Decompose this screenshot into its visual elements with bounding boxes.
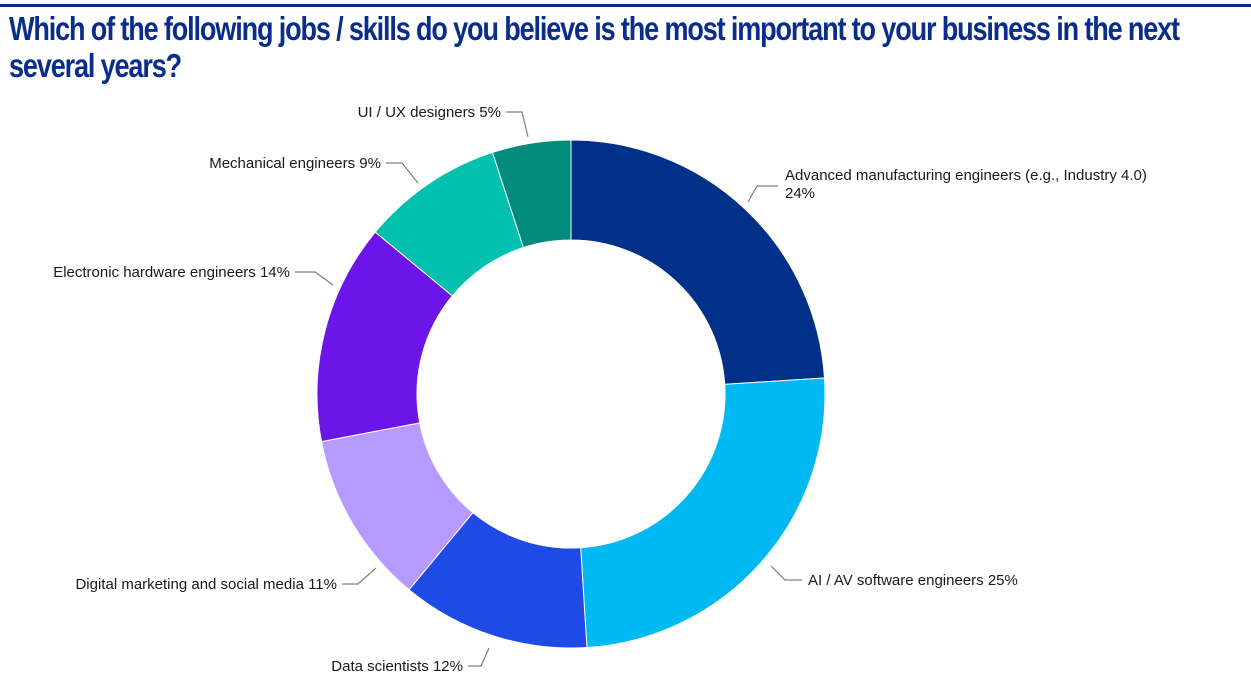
slice-labels: Advanced manufacturing engineers (e.g., … [53,104,1147,675]
slice-label: Digital marketing and social media 11% [75,576,337,593]
slice-label: Mechanical engineers 9% [209,155,381,172]
leader-line [468,647,490,667]
leader-line [747,185,778,203]
title-top-rule [0,4,1251,7]
leader-line [506,111,529,138]
slice-label: AI / AV software engineers 25% [808,572,1018,589]
leader-lines [295,111,802,667]
leader-line [386,162,419,184]
slice-label: Electronic hardware engineers 14% [53,264,290,281]
donut-slices [316,139,826,649]
slice-label: 24% [785,185,815,202]
slice-label: UI / UX designers 5% [358,104,501,121]
slice-label: Advanced manufacturing engineers (e.g., … [785,167,1147,184]
leader-line [342,567,377,585]
slice-label: Data scientists 12% [331,658,463,675]
donut-slice [570,139,826,385]
page-title: Which of the following jobs / skills do … [9,10,1180,84]
leader-line [770,565,802,581]
donut-slice [491,139,572,249]
donut-slice [580,377,826,649]
leader-line [295,271,334,286]
